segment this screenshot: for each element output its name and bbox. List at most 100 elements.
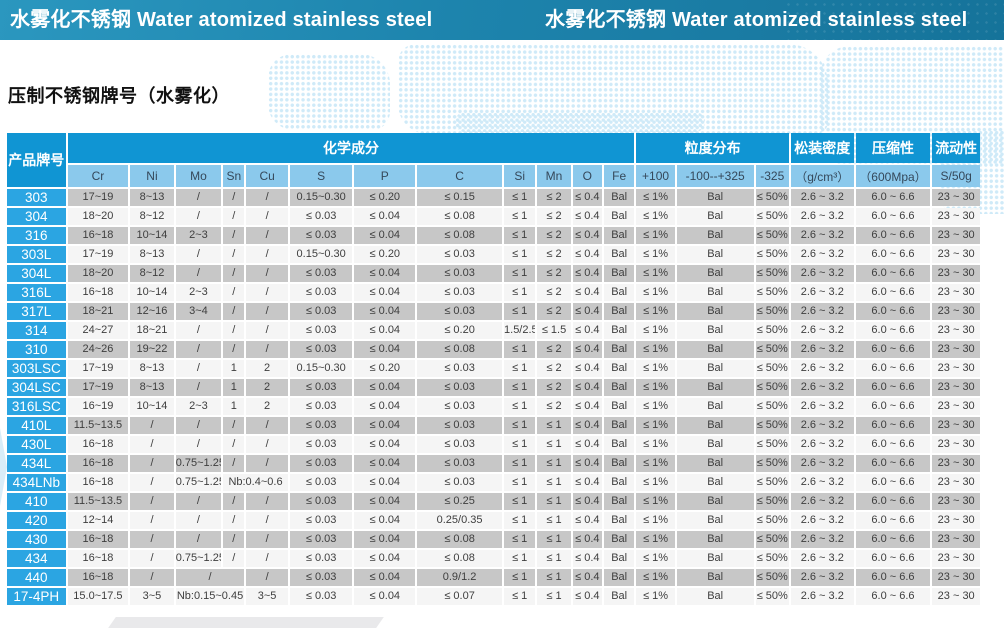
value-cell: Bal bbox=[676, 455, 754, 472]
value-cell: Bal bbox=[603, 246, 635, 263]
value-cell: ≤ 0.4 bbox=[572, 436, 602, 453]
value-cell: ≤ 1 bbox=[537, 531, 571, 548]
header-mn: Mn bbox=[537, 165, 571, 187]
value-cell: / bbox=[223, 208, 245, 225]
value-cell: 3~4 bbox=[175, 303, 222, 320]
value-cell: ≤ 1% bbox=[636, 265, 675, 282]
value-cell: ≤ 0.4 bbox=[572, 284, 602, 301]
header-compressibility: 压缩性 bbox=[855, 133, 931, 163]
table-row: 410 11.5~13.5// / / ≤ 0.03 ≤ 0.04 ≤ 0.25 ≤ 1 ≤ 1… bbox=[7, 493, 980, 510]
value-cell: 23 ~ 30 bbox=[932, 588, 980, 605]
grade-cell: 317L bbox=[7, 303, 66, 320]
value-cell: / bbox=[246, 322, 288, 339]
value-cell: ≤ 0.04 bbox=[354, 493, 416, 510]
page-title: 压制不锈钢牌号（水雾化） bbox=[8, 86, 230, 106]
value-cell: 2~3 bbox=[175, 398, 222, 415]
value-cell: ≤ 0.04 bbox=[354, 398, 416, 415]
value-cell: 17~19 bbox=[67, 360, 129, 377]
value-cell: ≤ 0.4 bbox=[572, 246, 602, 263]
value-cell: / bbox=[130, 550, 174, 567]
value-cell: 0.75~1.25 bbox=[175, 474, 222, 491]
value-cell: / bbox=[223, 303, 245, 320]
value-cell: 23 ~ 30 bbox=[932, 493, 980, 510]
value-cell: ≤ 0.03 bbox=[289, 227, 353, 244]
value-cell: ≤ 0.03 bbox=[289, 341, 353, 358]
value-cell: 2~3 bbox=[175, 227, 222, 244]
value-cell: ≤ 2 bbox=[537, 360, 571, 377]
value-cell: 18~21 bbox=[130, 322, 174, 339]
value-cell: ≤ 1% bbox=[636, 246, 675, 263]
value-cell: Bal bbox=[603, 189, 635, 206]
value-cell: ≤ 1 bbox=[504, 474, 536, 491]
value-cell: ≤ 50% bbox=[755, 569, 789, 586]
grade-cell: 434 bbox=[7, 550, 66, 567]
value-cell: 6.0 ~ 6.6 bbox=[855, 493, 931, 510]
table-row: 304 18~20 8~12// / ≤ 0.03 ≤ 0.04 ≤ 0.08 ≤ 1 ≤ 2 ≤… bbox=[7, 208, 980, 225]
value-cell: 17~19 bbox=[67, 246, 129, 263]
value-cell: Bal bbox=[676, 227, 754, 244]
table-row: 316 16~18 10~14 2~3// ≤ 0.03 ≤ 0.04 ≤ 0.08 ≤ 1 ≤… bbox=[7, 227, 980, 244]
value-cell: ≤ 1 bbox=[504, 284, 536, 301]
value-cell: 16~18 bbox=[67, 436, 129, 453]
value-cell: 16~18 bbox=[67, 227, 129, 244]
spec-table-wrap: 产品牌号 化学成分 粒度分布 松装密度 压缩性 流动性 Cr Ni Mo Sn … bbox=[5, 131, 982, 607]
header-c: C bbox=[417, 165, 503, 187]
value-cell: 2.6 ~ 3.2 bbox=[790, 265, 854, 282]
value-cell: ≤ 50% bbox=[755, 417, 789, 434]
table-row: 430 16~18// / / ≤ 0.03 ≤ 0.04 ≤ 0.08 ≤ 1 ≤ 1 ≤ 0.… bbox=[7, 531, 980, 548]
value-cell: 23 ~ 30 bbox=[932, 436, 980, 453]
value-cell: 0.15~0.30 bbox=[289, 246, 353, 263]
value-cell: ≤ 0.08 bbox=[417, 208, 503, 225]
value-cell: 2.6 ~ 3.2 bbox=[790, 550, 854, 567]
value-cell: ≤ 1 bbox=[537, 417, 571, 434]
value-cell: / bbox=[175, 379, 222, 396]
value-cell: ≤ 1 bbox=[504, 550, 536, 567]
header-o: O bbox=[572, 165, 602, 187]
value-cell: / bbox=[130, 531, 174, 548]
grade-cell: 430L bbox=[7, 436, 66, 453]
table-row: 410L 11.5~13.5// / / ≤ 0.03 ≤ 0.04 ≤ 0.03 ≤ 1 ≤ … bbox=[7, 417, 980, 434]
value-cell: / bbox=[130, 436, 174, 453]
value-cell: / bbox=[175, 360, 222, 377]
value-cell: / bbox=[175, 246, 222, 263]
value-cell: ≤ 0.04 bbox=[354, 474, 416, 491]
value-cell: ≤ 50% bbox=[755, 341, 789, 358]
value-cell: Bal bbox=[603, 569, 635, 586]
value-cell: 2.6 ~ 3.2 bbox=[790, 227, 854, 244]
value-cell: ≤ 1% bbox=[636, 436, 675, 453]
value-cell: ≤ 1% bbox=[636, 531, 675, 548]
value-cell: / bbox=[175, 531, 222, 548]
value-cell: ≤ 0.04 bbox=[354, 531, 416, 548]
value-cell: / bbox=[223, 417, 245, 434]
value-cell: ≤ 0.04 bbox=[354, 417, 416, 434]
value-cell: 16~18 bbox=[67, 550, 129, 567]
value-cell: ≤ 0.03 bbox=[289, 208, 353, 225]
value-cell: ≤ 0.4 bbox=[572, 322, 602, 339]
value-cell: ≤ 1 bbox=[504, 398, 536, 415]
value-cell: 6.0 ~ 6.6 bbox=[855, 379, 931, 396]
value-cell: / bbox=[223, 189, 245, 206]
value-cell: ≤ 2 bbox=[537, 303, 571, 320]
value-cell: 15.0~17.5 bbox=[67, 588, 129, 605]
value-cell: ≤ 1% bbox=[636, 208, 675, 225]
value-cell: ≤ 0.4 bbox=[572, 265, 602, 282]
header-product-grade: 产品牌号 bbox=[7, 133, 66, 187]
value-cell: ≤ 50% bbox=[755, 265, 789, 282]
value-cell: 8~13 bbox=[130, 379, 174, 396]
value-cell: Bal bbox=[603, 455, 635, 472]
value-cell: ≤ 0.04 bbox=[354, 455, 416, 472]
table-row: 420 12~14// / / ≤ 0.03 ≤ 0.04 0.25/0.35 ≤ 1 ≤ 1 ≤… bbox=[7, 512, 980, 529]
value-cell: / bbox=[175, 569, 245, 586]
grade-cell: 316L bbox=[7, 284, 66, 301]
value-cell: / bbox=[175, 189, 222, 206]
value-cell: ≤ 1% bbox=[636, 550, 675, 567]
value-cell: ≤ 0.04 bbox=[354, 303, 416, 320]
value-cell: Bal bbox=[676, 208, 754, 225]
value-cell: ≤ 0.4 bbox=[572, 227, 602, 244]
value-cell: Bal bbox=[676, 284, 754, 301]
value-cell: 2.6 ~ 3.2 bbox=[790, 189, 854, 206]
value-cell: 1 bbox=[223, 360, 245, 377]
value-cell: 6.0 ~ 6.6 bbox=[855, 246, 931, 263]
value-cell: ≤ 50% bbox=[755, 246, 789, 263]
value-cell: ≤ 0.4 bbox=[572, 341, 602, 358]
